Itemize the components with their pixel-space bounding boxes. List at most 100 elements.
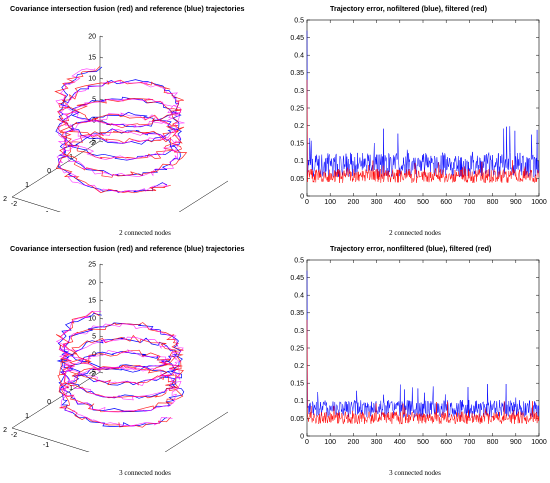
y-tick-label: 0.4: [294, 53, 304, 60]
y-tick-label: 0.05: [290, 176, 304, 183]
z-tick-label: 0: [92, 117, 96, 124]
x-tick-label: 700: [464, 439, 476, 446]
x-tick-label: 900: [510, 199, 522, 206]
y-tick-label: -2: [89, 140, 95, 147]
x-tick-label: 500: [417, 439, 429, 446]
z-tick: [99, 77, 104, 80]
z-tick-label: 15: [88, 54, 96, 61]
z-tick: [99, 35, 104, 38]
z-tick-label: 10: [88, 315, 96, 322]
y-tick-label: 0.45: [290, 35, 304, 42]
series-overlap: [55, 310, 184, 427]
panel-title-3d-bottom: Covariance intersection fusion (red) and…: [10, 244, 245, 253]
axis-line: [11, 371, 101, 429]
z-tick-label: 0: [92, 351, 96, 358]
x-tick-label: 600: [440, 199, 452, 206]
z-tick-label: 20: [88, 33, 96, 40]
x-tick-label: 1000: [531, 439, 547, 446]
y-tick-label: -1: [67, 154, 73, 161]
panel-title-error-top: Trajectory error, nofiltered (blue), fil…: [330, 4, 487, 13]
y-tick-label: -1: [67, 385, 73, 392]
y-tick-label: 0: [300, 433, 304, 440]
x-tick-label: 100: [324, 199, 336, 206]
x-tick-label: -1: [43, 211, 49, 212]
y-tick-label: 1: [25, 413, 29, 420]
y-tick-label: 0.1: [294, 158, 304, 165]
z-tick: [99, 140, 104, 143]
y-tick-label: 0.25: [290, 105, 304, 112]
z-tick: [99, 335, 104, 338]
y-tick-label: 0.05: [290, 416, 304, 423]
x-tick-label: -1: [43, 442, 49, 449]
axis-line: [11, 196, 61, 212]
axis-line: [164, 411, 229, 452]
caption-error-top: 2 connected nodes: [389, 229, 441, 237]
panel-title-3d-top: Covariance intersection fusion (red) and…: [10, 4, 245, 13]
x-tick-label: -2: [11, 432, 17, 439]
x-tick-label: 0: [305, 439, 309, 446]
x-tick-label: 900: [510, 439, 522, 446]
z-tick: [99, 317, 104, 320]
series-filtered: [306, 319, 540, 425]
axis-line: [11, 427, 90, 452]
x-tick-label: 800: [487, 439, 499, 446]
z-tick-label: -5: [90, 369, 96, 376]
chart-error-top: 0 0.05 0.1 0.15 0.2 0.25 0.3 0.35 0.4 0.45 0.5 0 100…: [290, 17, 547, 206]
y-tick-label: 0: [300, 193, 304, 200]
x-tick-label: -2: [11, 201, 17, 208]
series-nonfiltered: [306, 270, 540, 418]
y-tick-label: 0: [47, 399, 51, 406]
x-tick-label: 800: [487, 199, 499, 206]
z-tick-label: 5: [92, 96, 96, 103]
y-tick-label: 0.25: [290, 345, 304, 352]
z-tick: [99, 56, 104, 59]
y-tick-label: 0.3: [294, 328, 304, 335]
axis-line: [178, 180, 229, 212]
x-tick-label: 600: [440, 439, 452, 446]
z-tick-label: 20: [88, 279, 96, 286]
z-tick-label: 15: [88, 297, 96, 304]
x-tick-label: 300: [371, 199, 383, 206]
z-tick: [99, 353, 104, 356]
x-tick-label: 700: [464, 199, 476, 206]
series-fusion: [55, 311, 184, 428]
x-tick-label: 200: [348, 439, 360, 446]
y-tick-label: 0.1: [294, 398, 304, 405]
z-tick: [99, 98, 104, 101]
x-tick-label: 400: [394, 199, 406, 206]
x-tick-label: 200: [348, 199, 360, 206]
series-reference: [56, 313, 185, 427]
y-tick-label: 2: [3, 196, 7, 203]
panel-title-error-bottom: Trajectory error, nonfiltered (blue), fi…: [330, 244, 492, 253]
y-tick-label: 0.35: [290, 310, 304, 317]
x-tick-label: 100: [324, 439, 336, 446]
y-tick-label: 0: [47, 168, 51, 175]
x-tick-label: 0: [305, 199, 309, 206]
x-tick-label: 1000: [531, 199, 547, 206]
y-tick-label: 1: [25, 182, 29, 189]
series-nonfiltered: [306, 30, 540, 178]
x-tick-label: 500: [417, 199, 429, 206]
y-tick-label: 0.15: [290, 381, 304, 388]
x-tick-label: 300: [371, 439, 383, 446]
z-tick-label: -5: [90, 138, 96, 145]
y-tick-label: 0.2: [294, 363, 304, 370]
y-tick-label: 0.2: [294, 123, 304, 130]
axis-line: [11, 140, 101, 198]
y-tick-label: 0.3: [294, 88, 304, 95]
z-tick: [99, 371, 104, 374]
series-filtered: [306, 79, 540, 184]
z-tick: [99, 263, 104, 266]
caption-3d-bottom: 3 connected nodes: [119, 469, 171, 477]
z-tick: [99, 281, 104, 284]
y-tick-label: 2: [3, 427, 7, 434]
caption-3d-top: 2 connected nodes: [119, 229, 171, 237]
z-tick-label: 10: [88, 75, 96, 82]
series-overlap: [55, 68, 185, 193]
z-tick-label: 25: [88, 261, 96, 268]
chart-error-bottom: 0 0.05 0.1 0.15 0.2 0.25 0.3 0.35 0.4 0.45 0.5 0 100…: [290, 257, 547, 446]
y-tick-label: 0.45: [290, 275, 304, 282]
y-tick-label: 0.5: [294, 257, 304, 264]
